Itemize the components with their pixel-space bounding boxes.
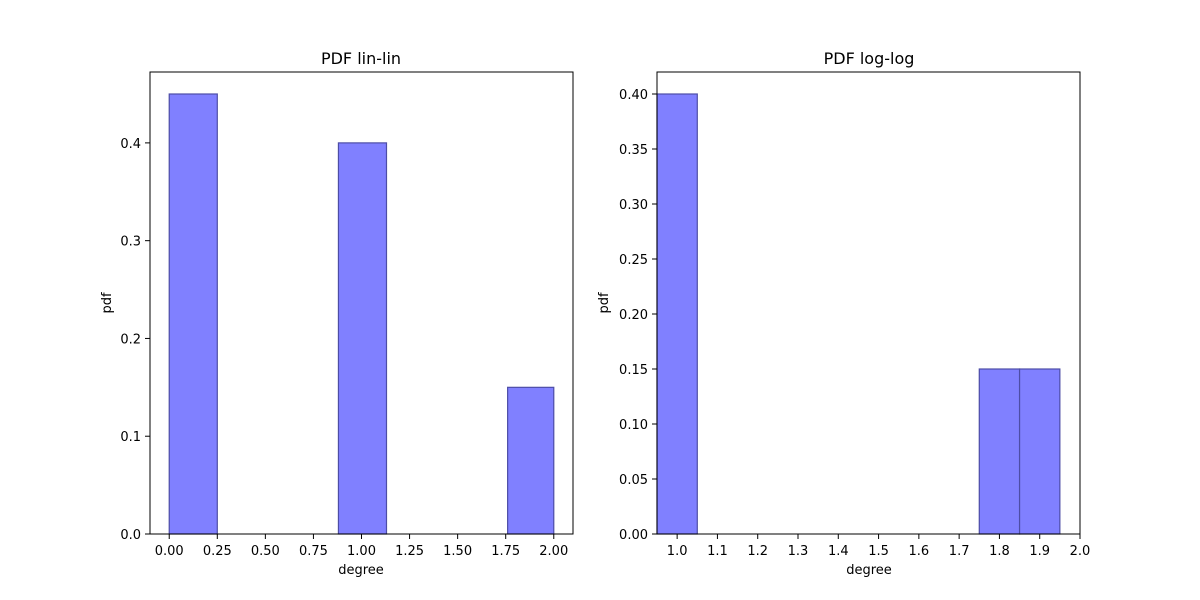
chart-title: PDF lin-lin	[321, 49, 401, 68]
x-axis-label: degree	[338, 563, 384, 578]
y-tick-label: 0.0	[120, 528, 141, 543]
x-tick-label: 0.75	[299, 544, 328, 559]
y-axis-label: pdf	[100, 292, 115, 314]
y-tick-label: 0.30	[619, 198, 648, 213]
y-axis-label: pdf	[597, 292, 612, 314]
x-tick-label: 0.25	[203, 544, 232, 559]
x-tick-label: 1.6	[909, 544, 930, 559]
bar-9	[1018, 368, 1061, 535]
x-tick-label: 1.1	[707, 544, 728, 559]
bar-group	[168, 93, 555, 535]
bar-group	[656, 93, 1061, 535]
bar-0	[168, 93, 218, 535]
bar-8	[978, 368, 1021, 535]
x-tick-label: 1.4	[828, 544, 849, 559]
x-axis-label: degree	[846, 563, 892, 578]
y-tick-label: 0.00	[619, 528, 648, 543]
chart-log-log: PDF log-log 1.0 1.1 1.2 1.3 1.4 1.5 1.6 1.7 1.8 1…	[597, 49, 1090, 578]
y-axis-ticks: 0.0 0.1 0.2 0.3 0.4	[120, 137, 150, 543]
axes-frame	[656, 71, 1081, 535]
x-tick-label: 1.25	[395, 544, 424, 559]
y-tick-label: 0.1	[120, 430, 141, 445]
y-tick-label: 0.2	[120, 332, 141, 347]
bar-4	[337, 142, 388, 535]
chart-title: PDF log-log	[824, 49, 915, 68]
x-tick-label: 1.3	[788, 544, 809, 559]
x-tick-label: 1.75	[491, 544, 520, 559]
x-tick-label: 1.5	[868, 544, 889, 559]
bar-7	[507, 386, 555, 535]
x-tick-label: 1.7	[949, 544, 970, 559]
bar-0	[656, 93, 698, 535]
y-tick-label: 0.05	[619, 473, 648, 488]
x-tick-label: 1.9	[1029, 544, 1050, 559]
y-tick-label: 0.10	[619, 418, 648, 433]
y-tick-label: 0.25	[619, 253, 648, 268]
x-tick-label: 1.50	[443, 544, 472, 559]
y-tick-label: 0.40	[619, 88, 648, 103]
x-tick-label: 0.00	[155, 544, 184, 559]
y-tick-label: 0.15	[619, 363, 648, 378]
y-tick-label: 0.35	[619, 143, 648, 158]
x-tick-label: 2.00	[539, 544, 568, 559]
chart-lin-lin: PDF lin-lin 0.00 0.25 0.50 0.75 1.00 1.25 1.50…	[100, 49, 574, 578]
y-tick-label: 0.20	[619, 308, 648, 323]
x-tick-label: 1.00	[347, 544, 376, 559]
x-tick-label: 1.2	[747, 544, 768, 559]
y-tick-label: 0.3	[120, 235, 141, 250]
y-tick-label: 0.4	[120, 137, 141, 152]
x-tick-label: 0.50	[251, 544, 280, 559]
x-tick-label: 1.0	[667, 544, 688, 559]
x-axis-ticks: 0.00 0.25 0.50 0.75 1.00 1.25 1.50 1.75 2.00	[155, 534, 568, 559]
x-tick-label: 1.8	[989, 544, 1010, 559]
x-axis-ticks: 1.0 1.1 1.2 1.3 1.4 1.5 1.6 1.7 1.8 1.9 2.0	[667, 534, 1091, 559]
y-axis-ticks: 0.00 0.05 0.10 0.15 0.20 0.25 0.30 0.35 0.40	[619, 88, 657, 543]
x-tick-label: 2.0	[1070, 544, 1091, 559]
